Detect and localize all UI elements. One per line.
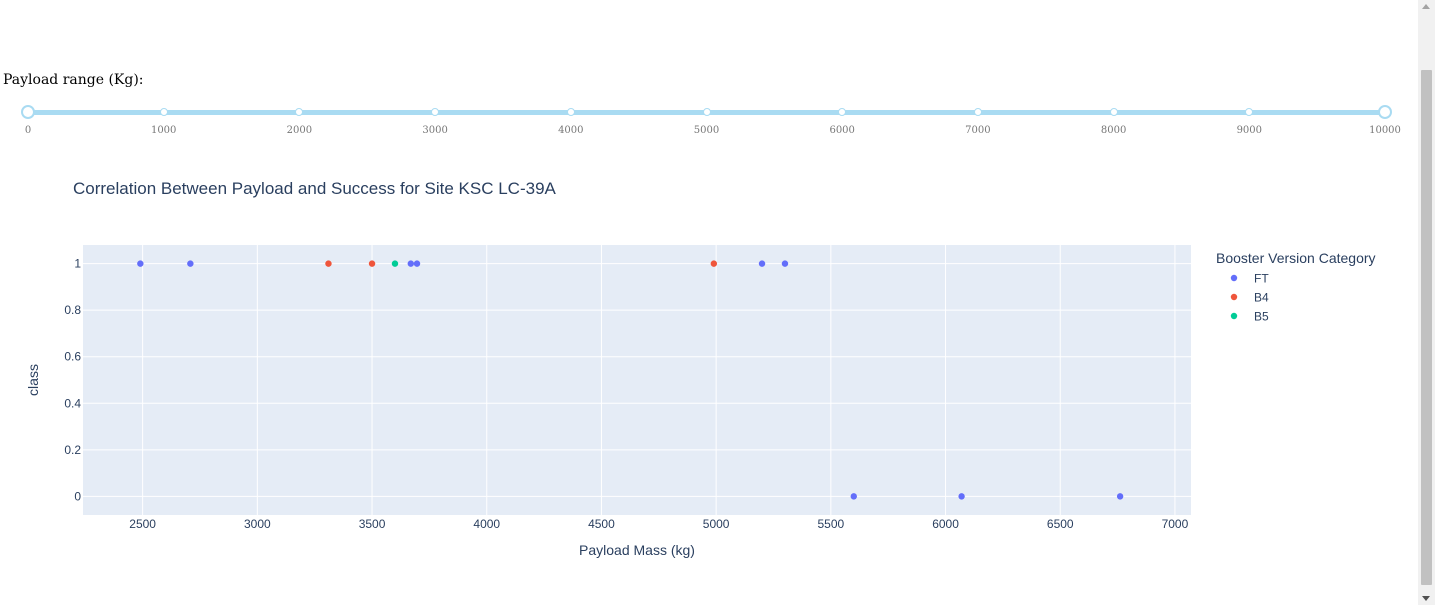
data-point-ft[interactable] bbox=[758, 260, 766, 267]
legend[interactable]: FT B4 B5 bbox=[1230, 272, 1270, 324]
data-point-b4[interactable] bbox=[710, 260, 718, 267]
legend-marker bbox=[1230, 312, 1238, 320]
legend-label: B5 bbox=[1254, 310, 1269, 324]
x-tick-label: 5000 bbox=[703, 517, 730, 531]
legend-label: FT bbox=[1254, 272, 1269, 286]
scrollbar-thumb[interactable] bbox=[1421, 70, 1432, 585]
x-tick-label: 3000 bbox=[244, 517, 271, 531]
data-point-ft[interactable] bbox=[137, 260, 144, 267]
slider-max-handle[interactable] bbox=[1378, 105, 1392, 119]
plot-area[interactable] bbox=[83, 245, 1191, 515]
data-point-ft[interactable] bbox=[407, 260, 415, 267]
x-tick-label: 4500 bbox=[588, 517, 615, 531]
slider-step-dot[interactable] bbox=[838, 108, 847, 116]
legend-item-b4[interactable]: B4 bbox=[1230, 291, 1269, 305]
data-point-ft[interactable] bbox=[958, 493, 965, 500]
slider-min-handle[interactable] bbox=[21, 105, 35, 119]
x-tick-label: 5500 bbox=[817, 517, 844, 531]
scroll-down-arrow-icon[interactable] bbox=[1422, 596, 1430, 601]
legend-marker bbox=[1230, 293, 1238, 301]
payload-range-label: Payload range (Kg): bbox=[3, 72, 144, 88]
y-axis-label: class bbox=[25, 364, 41, 396]
x-tick-label: 7000 bbox=[1162, 517, 1189, 531]
x-tick-label: 6500 bbox=[1047, 517, 1074, 531]
x-tick-label: 2500 bbox=[129, 517, 156, 531]
payload-range-slider[interactable]: 0 1000 2000 3000 4000 5000 6000 7000 8000 9000 100… bbox=[0, 100, 1415, 145]
x-tick-label: 4000 bbox=[473, 517, 500, 531]
x-axis-label: Payload Mass (kg) bbox=[579, 542, 695, 558]
legend-label: B4 bbox=[1254, 291, 1269, 305]
legend-item-ft[interactable]: FT bbox=[1230, 272, 1270, 286]
data-point-ft[interactable] bbox=[1116, 493, 1124, 500]
legend-title: Booster Version Category bbox=[1216, 250, 1376, 266]
slider-step-dot[interactable] bbox=[1245, 108, 1254, 116]
legend-item-b5[interactable]: B5 bbox=[1230, 310, 1269, 324]
slider-mark-label: 9000 bbox=[1236, 125, 1263, 136]
data-point-ft[interactable] bbox=[413, 260, 421, 267]
y-tick-label: 1 bbox=[74, 257, 81, 271]
slider-mark-label: 6000 bbox=[829, 125, 855, 136]
data-point-b4[interactable] bbox=[368, 260, 376, 267]
slider-mark-label: 1000 bbox=[150, 125, 177, 136]
page-scrollbar[interactable] bbox=[1418, 0, 1435, 605]
slider-mark-label: 3000 bbox=[422, 125, 448, 136]
slider-mark-label: 2000 bbox=[286, 125, 313, 136]
scroll-up-arrow-icon[interactable] bbox=[1422, 4, 1430, 9]
legend-marker bbox=[1230, 274, 1238, 282]
data-point-ft[interactable] bbox=[187, 260, 194, 267]
data-point-b5[interactable] bbox=[391, 260, 399, 267]
slider-step-dot[interactable] bbox=[973, 108, 982, 116]
slider-step-dot[interactable] bbox=[702, 108, 711, 116]
y-tick-label: 0.8 bbox=[64, 303, 81, 317]
slider-step-dot[interactable] bbox=[431, 108, 440, 116]
slider-mark-label: 0 bbox=[24, 125, 32, 136]
slider-step-dot[interactable] bbox=[159, 108, 168, 116]
data-point-ft[interactable] bbox=[781, 260, 789, 267]
y-tick-label: 0.6 bbox=[64, 350, 81, 364]
data-point-ft[interactable] bbox=[850, 493, 857, 500]
slider-step-dot[interactable] bbox=[566, 108, 575, 116]
slider-step-dot[interactable] bbox=[1109, 108, 1118, 116]
y-tick-label: 0 bbox=[74, 489, 81, 503]
slider-mark-label: 10000 bbox=[1369, 125, 1401, 136]
slider-mark-label: 5000 bbox=[693, 125, 720, 136]
x-tick-label: 3500 bbox=[359, 517, 386, 531]
chart-title: Correlation Between Payload and Success … bbox=[73, 179, 557, 198]
slider-step-dot[interactable] bbox=[295, 108, 304, 116]
slider-mark-label: 7000 bbox=[965, 125, 991, 136]
slider-mark-label: 4000 bbox=[558, 125, 584, 136]
x-tick-label: 6000 bbox=[932, 517, 959, 531]
data-point-b4[interactable] bbox=[325, 260, 332, 267]
slider-mark-label: 8000 bbox=[1100, 125, 1127, 136]
y-tick-label: 0.4 bbox=[64, 396, 81, 410]
y-tick-label: 0.2 bbox=[64, 443, 81, 457]
